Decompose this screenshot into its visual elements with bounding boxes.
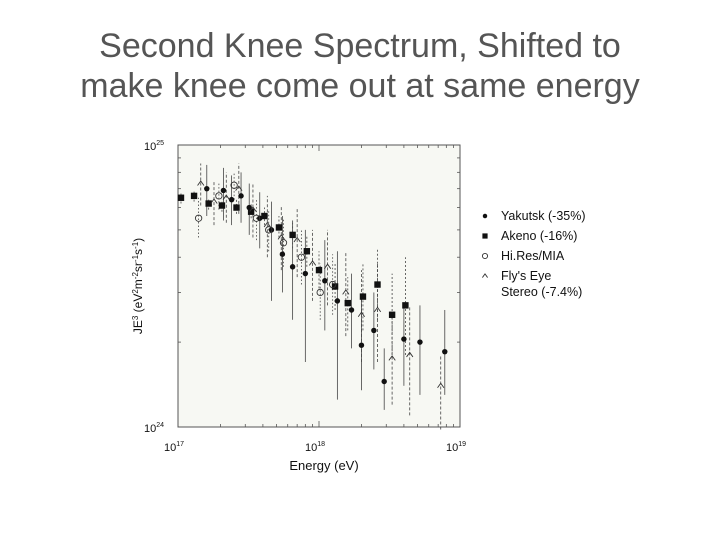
data-point-open-triangle (357, 311, 366, 317)
data-point-filled-circle (358, 342, 365, 348)
data-point-filled-square (275, 224, 283, 231)
data-point-filled-square (289, 231, 296, 239)
data-point-open-triangle (293, 236, 301, 243)
data-point-filled-square (374, 281, 381, 288)
data-point-open-circle (252, 214, 261, 222)
legend: Yakutsk (-35%) Akeno (-16%) Hi.Res/MIA Fly'… (481, 209, 586, 299)
minor-tick-layer (177, 144, 460, 428)
data-point-open-triangle (406, 351, 414, 358)
data-point-filled-square (233, 204, 240, 211)
data-point-open-triangle (323, 263, 332, 269)
tick-label-layer: 1017 1018 1019 1024 1025 (144, 140, 466, 454)
data-point-filled-square (218, 202, 226, 209)
data-point-filled-circle (204, 185, 210, 192)
legend-label: Yakutsk (-35%) (501, 209, 586, 223)
legend-marker (482, 273, 488, 278)
legend-label: Hi.Res/MIA (501, 249, 565, 263)
data-point-filled-square (205, 200, 212, 207)
data-point-filled-square (359, 293, 367, 300)
data-point-open-triangle (373, 306, 382, 313)
data-point-filled-square (402, 302, 409, 309)
legend-label: Stereo (-7.4%) (501, 285, 582, 299)
data-point-open-circle (215, 192, 223, 200)
data-point-open-triangle (210, 198, 218, 204)
data-point-open-triangle (197, 180, 205, 186)
data-point-filled-circle (348, 307, 355, 313)
data-point-open-circle (279, 239, 288, 247)
legend-marker (482, 233, 488, 239)
data-point-filled-square (388, 311, 396, 318)
plot-frame (177, 144, 461, 428)
data-point-filled-circle (238, 193, 244, 199)
slide-title-line-1: Second Knee Spectrum, Shifted to (99, 27, 621, 65)
data-point-filled-circle (371, 327, 377, 334)
data-point-filled-circle (220, 187, 227, 194)
legend-label: Akeno (-16%) (501, 229, 577, 243)
data-point-open-triangle (235, 185, 243, 191)
data-point-filled-circle (228, 196, 235, 203)
x-tick-label: 1019 (446, 441, 466, 454)
data-point-open-circle (194, 214, 203, 222)
y-axis-label: JE3 (eV2m-2sr-1s-1) (131, 238, 145, 334)
data-point-open-triangle (249, 206, 257, 212)
data-point-open-triangle (222, 194, 230, 200)
data-point-filled-circle (442, 348, 448, 355)
data-point-filled-square (190, 192, 198, 200)
data-point-filled-circle (334, 298, 341, 304)
data-point-open-triangle (437, 382, 445, 388)
data-point-filled-square (261, 212, 268, 220)
x-tick-label: 1017 (164, 441, 184, 454)
legend-marker (481, 252, 489, 260)
slide-title: Second Knee Spectrum, Shifted to make kn… (0, 26, 720, 106)
data-point-filled-square (303, 248, 311, 255)
data-point-filled-circle (381, 378, 387, 385)
data-point-filled-circle (322, 278, 328, 284)
legend-marker (482, 213, 488, 219)
data-point-open-triangle (263, 221, 271, 228)
data-point-filled-circle (302, 270, 309, 277)
data-point-filled-square (177, 194, 185, 201)
data-point-open-triangle (342, 289, 350, 295)
marker-layer (177, 180, 448, 388)
data-point-open-triangle (277, 234, 285, 240)
y-tick-label: 1025 (144, 140, 164, 153)
spectrum-chart: 1017 1018 1019 1024 1025 Energy (eV) JE3 (eV… (131, 140, 586, 473)
data-point-filled-square (344, 299, 351, 307)
data-point-open-circle (329, 280, 337, 289)
data-point-filled-square (315, 266, 323, 274)
data-point-open-circle (230, 181, 238, 189)
data-point-filled-circle (401, 336, 407, 342)
slide-title-line-2: make knee come out at same energy (80, 67, 640, 105)
data-point-open-circle (297, 253, 306, 261)
data-point-filled-circle (268, 227, 275, 233)
data-point-open-circle (265, 226, 273, 234)
data-point-open-triangle (388, 355, 396, 361)
data-point-open-circle (316, 288, 324, 297)
data-point-filled-circle (289, 264, 296, 270)
data-point-filled-square (247, 208, 255, 215)
x-tick-label: 1018 (305, 441, 325, 454)
data-point-open-triangle (308, 260, 317, 266)
y-tick-label: 1024 (144, 422, 164, 435)
data-point-filled-circle (417, 339, 423, 345)
legend-label: Fly's Eye (501, 269, 551, 283)
x-axis-label: Energy (eV) (289, 458, 358, 473)
data-point-filled-circle (279, 251, 286, 257)
